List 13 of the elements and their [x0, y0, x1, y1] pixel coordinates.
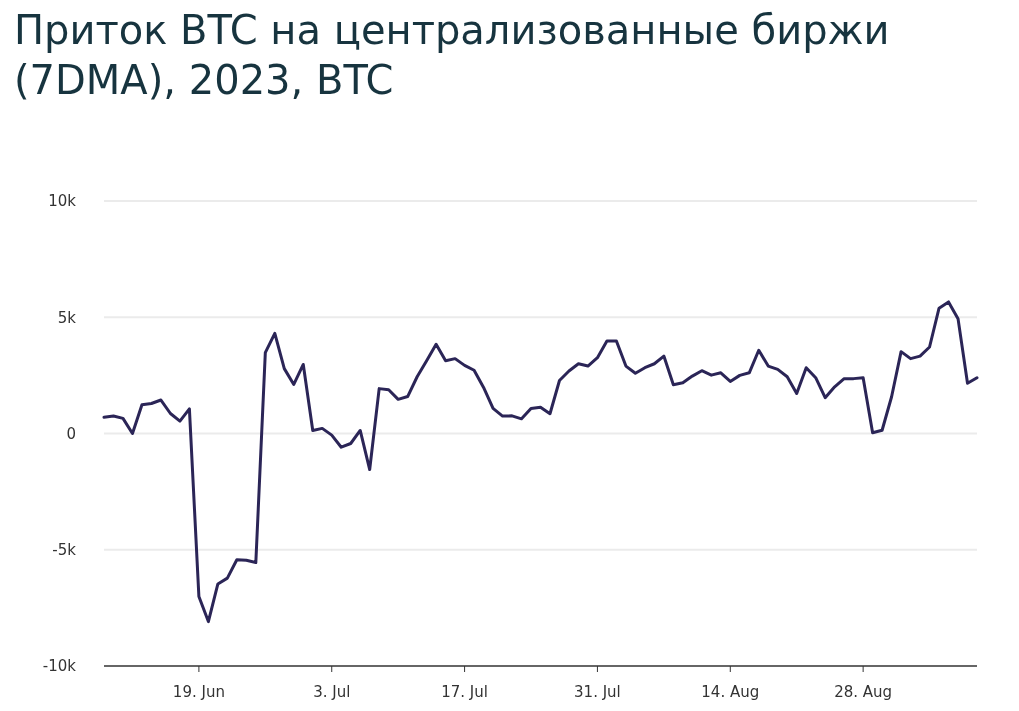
x-tick-label: 3. Jul — [313, 683, 351, 701]
line-series — [102, 300, 979, 624]
y-tick-label: 10k — [48, 192, 77, 211]
y-tick-label: 5k — [57, 308, 77, 327]
x-tick-label: 28. Aug — [834, 683, 893, 701]
y-tick-label: -10k — [42, 657, 77, 676]
x-tick-label: 19. Jun — [172, 683, 225, 701]
chart-title: Приток BTC на централизованные биржи (7DMA), 2023, BTC — [14, 7, 890, 103]
x-tick-label: 14. Aug — [701, 683, 760, 701]
y-tick-label: 0 — [66, 424, 76, 443]
x-tick-label: 17. Jul — [441, 683, 488, 701]
y-tick-label: -5k — [52, 541, 77, 559]
x-tick-label: 31. Jul — [574, 683, 621, 701]
